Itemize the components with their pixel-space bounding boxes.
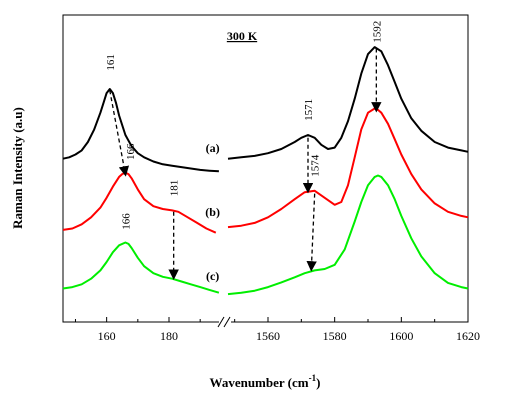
break-mark-1: [217, 316, 225, 328]
series-line-1-left: [62, 88, 219, 173]
series-line-3-right: [227, 174, 469, 296]
x-tick-label: 1600: [389, 329, 413, 343]
x-tick-label: 180: [160, 329, 178, 343]
peak-label: 1574: [310, 154, 322, 177]
x-tick-label: 1580: [323, 329, 347, 343]
y-axis-title: Raman Intensity (a.u): [10, 107, 25, 229]
axis-break: [217, 316, 231, 328]
peak-label: 1571: [303, 99, 315, 121]
curve-labels: (a) (b) (c): [205, 141, 220, 283]
x-axis-title: Wavenumber (cm-1): [210, 373, 321, 390]
peak-label: 181: [169, 180, 181, 197]
x-ticks: 160 180 1560 1580 1600 1620: [74, 317, 480, 343]
peak-annotations: 161 166 181 166 1571 1592 1574: [105, 21, 383, 230]
series-line-2-right: [227, 107, 469, 229]
curve-label: (c): [206, 269, 219, 283]
peak-label: 1592: [371, 21, 383, 43]
shift-arrow: [109, 90, 130, 177]
chart-title: 300 K: [227, 29, 258, 43]
series-line-1-right: [227, 46, 469, 160]
break-gap: [219, 316, 231, 328]
spectra-curves: [62, 46, 469, 296]
x-tick-label: 1620: [456, 329, 480, 343]
break-mark-2: [223, 316, 231, 328]
plot-frame: [62, 14, 469, 323]
curve-label: (a): [206, 141, 220, 155]
series-line-2-left: [62, 171, 217, 234]
x-tick-label: 1560: [256, 329, 280, 343]
plot-border: [62, 14, 469, 323]
curve-label: (b): [205, 205, 220, 219]
shift-arrow: [306, 193, 317, 272]
shift-arrows: [109, 48, 382, 280]
peak-label: 161: [105, 54, 117, 71]
peak-label: 166: [120, 213, 132, 230]
peak-label: 166: [125, 143, 137, 160]
series-line-3-left: [62, 241, 220, 294]
x-tick-label: 160: [98, 329, 116, 343]
